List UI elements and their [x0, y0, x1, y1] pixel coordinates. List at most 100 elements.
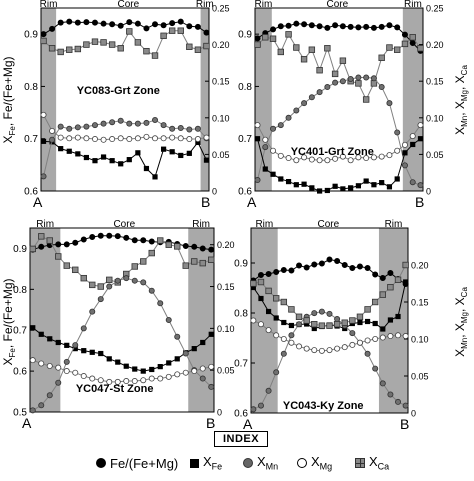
point-fe_mg [312, 262, 317, 267]
point-mg [327, 348, 332, 353]
point-fe_mg [281, 267, 286, 272]
point-fe [175, 356, 180, 361]
point-mg [387, 153, 392, 158]
point-fe_mg [124, 235, 129, 240]
axis-title-part: Mg [460, 312, 469, 323]
right-tick-label: 0.05 [217, 366, 235, 376]
point-fe_mg [395, 25, 400, 30]
point-fe_mg [309, 23, 314, 28]
point-mg [118, 136, 123, 141]
point-fe [395, 314, 400, 319]
point-fe_mg [67, 19, 72, 24]
point-ca [325, 45, 331, 51]
right-tick-label: 0.15 [212, 77, 230, 87]
point-fe [278, 176, 283, 181]
point-ca [84, 42, 90, 48]
point-mn [388, 392, 393, 397]
point-fe_mg [278, 24, 283, 29]
point-mg [379, 154, 384, 159]
panel-title: YC043-Ky Zone [283, 400, 364, 412]
right-tick-label: 0.10 [212, 113, 230, 123]
point-fe_mg [387, 23, 392, 28]
point-ca [64, 263, 70, 269]
point-mg [278, 153, 283, 158]
point-mg [178, 136, 183, 141]
point-fe [289, 323, 294, 328]
point-mg [365, 338, 370, 343]
point-fe_mg [204, 30, 209, 35]
axis-title-part: Mn [460, 116, 469, 127]
point-mg [47, 363, 52, 368]
point-fe_mg [388, 270, 393, 275]
point-fe_mg [49, 26, 54, 31]
point-fe [380, 326, 385, 331]
point-mn [395, 130, 400, 135]
point-mn [296, 322, 301, 327]
chart-panel: Rim Core Rim0.60.70.80.900.050.100.150.20Y… [234, 219, 428, 430]
left-tick-label: 0.9 [234, 259, 248, 270]
end-label-b: B [415, 194, 424, 210]
point-mg [81, 373, 86, 378]
point-mn [98, 296, 103, 301]
point-mn [81, 326, 86, 331]
point-mn [270, 126, 275, 131]
point-mg [149, 376, 154, 381]
point-fe [402, 150, 407, 155]
point-fe_mg [101, 21, 106, 26]
point-mg [56, 365, 61, 370]
point-fe_mg [118, 23, 123, 28]
point-mn [47, 393, 52, 398]
point-fe_mg [110, 22, 115, 27]
point-mg [270, 148, 275, 153]
point-fe [356, 183, 361, 188]
point-ca [38, 234, 44, 240]
point-ca [281, 299, 287, 305]
point-ca [403, 262, 409, 268]
point-mg [304, 346, 309, 351]
point-mn [263, 144, 268, 149]
point-mn [30, 408, 35, 413]
point-mg [403, 333, 408, 338]
point-ca [278, 49, 284, 55]
left-tick-label: 0.7 [234, 359, 248, 370]
point-mg [90, 376, 95, 381]
point-ca [66, 47, 72, 53]
series-line-ca [258, 34, 421, 99]
point-fe_mg [64, 242, 69, 247]
point-mn [371, 76, 376, 81]
zone-label: Rim [255, 0, 273, 10]
point-fe [371, 182, 376, 187]
point-fe_mg [170, 21, 175, 26]
end-label-a: A [33, 194, 43, 210]
left-tick-label: 0.8 [238, 82, 252, 93]
point-mn [75, 125, 80, 130]
point-ca [301, 56, 307, 62]
zone-label: Rim [36, 219, 54, 230]
point-fe [144, 166, 149, 171]
point-fe [301, 182, 306, 187]
point-ca [380, 292, 386, 298]
left-tick-label: 0.7 [13, 326, 27, 337]
point-fe_mg [319, 261, 324, 266]
point-ca [356, 81, 362, 87]
point-mn [132, 278, 137, 283]
left-tick-label: 0.9 [24, 30, 38, 41]
point-mn [67, 126, 72, 131]
point-mn [84, 124, 89, 129]
point-ca [304, 318, 310, 324]
point-mg [296, 344, 301, 349]
point-ca [365, 307, 371, 313]
point-ca [200, 260, 206, 266]
point-fe [64, 343, 69, 348]
point-fe [118, 161, 123, 166]
chart-panel: Rim Core Rim0.60.70.80.900.050.100.150.200… [238, 0, 443, 210]
point-mg [289, 340, 294, 345]
point-fe_mg [58, 20, 63, 25]
point-mn [200, 376, 205, 381]
point-fe [192, 346, 197, 351]
point-mn [152, 117, 157, 122]
point-fe_mg [107, 233, 112, 238]
point-fe [266, 309, 271, 314]
point-ca [317, 67, 323, 73]
series-line-fe [44, 141, 207, 177]
